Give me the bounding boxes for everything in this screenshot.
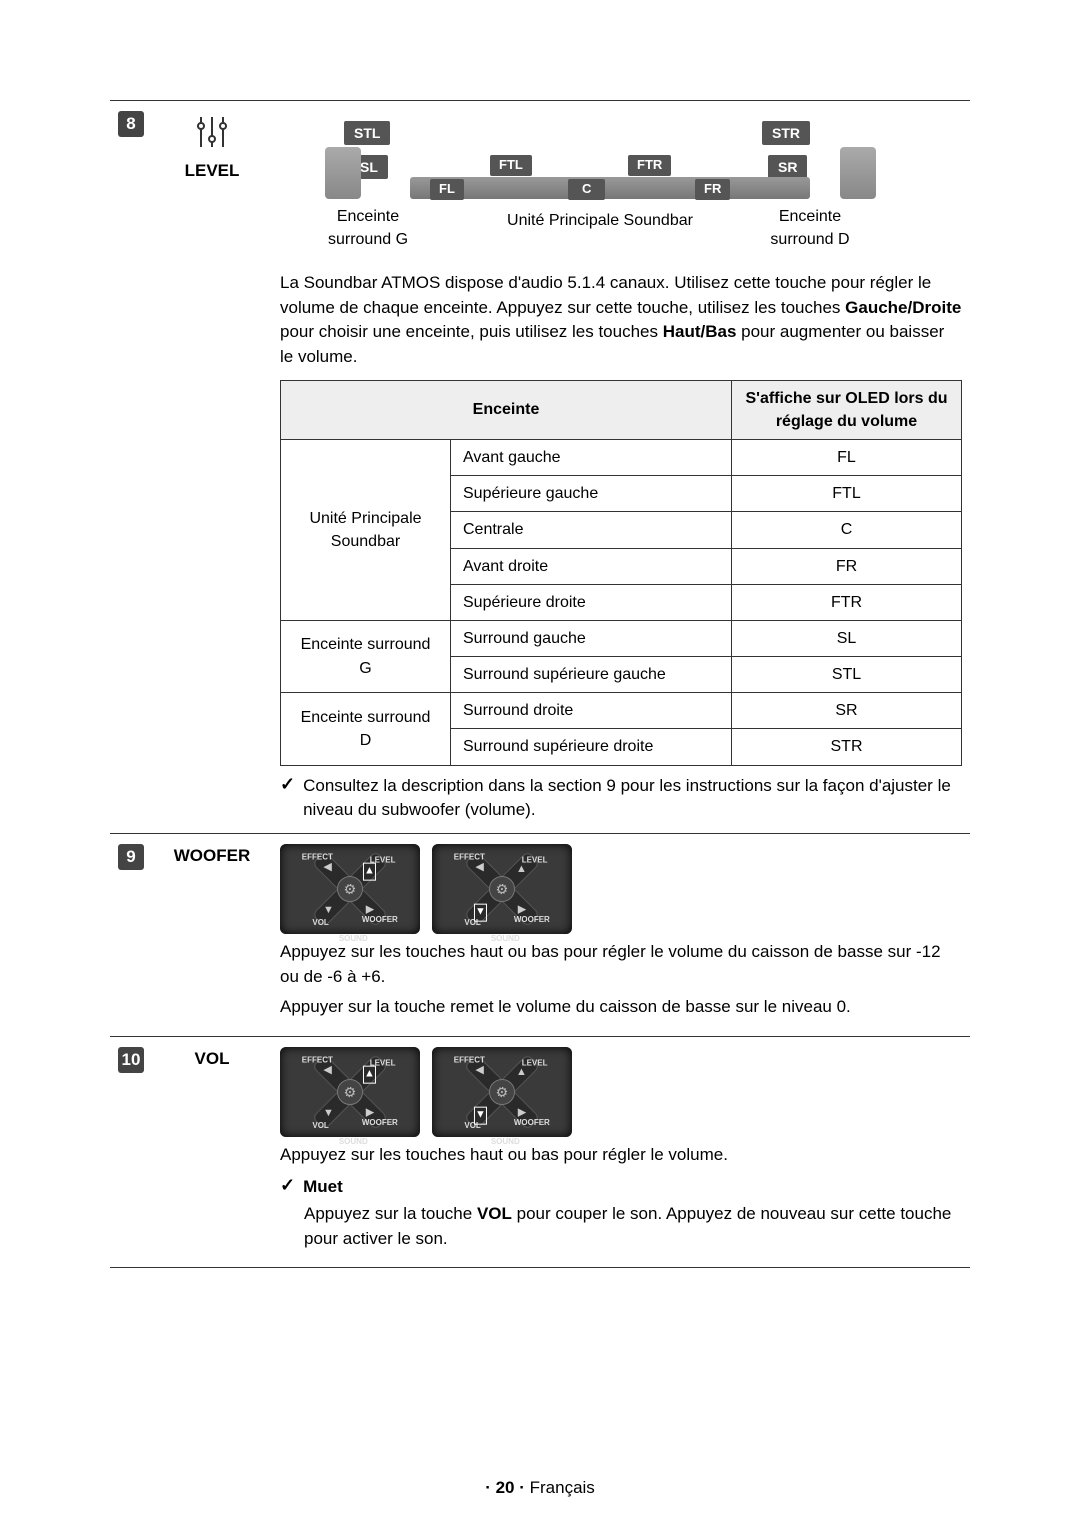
speaker-name-cell: Centrale bbox=[451, 512, 732, 548]
surround-left-shape bbox=[325, 147, 361, 199]
arrow-down-icon: ▼ bbox=[474, 904, 487, 922]
speaker-name-cell: Supérieure droite bbox=[451, 584, 732, 620]
oled-code-cell: FR bbox=[732, 548, 962, 584]
section-number-badge: 10 bbox=[118, 1047, 144, 1073]
arrow-right-icon: ▶ bbox=[366, 1105, 374, 1121]
label-str: STR bbox=[762, 121, 810, 145]
level-note: ✓ Consultez la description dans la secti… bbox=[280, 774, 962, 823]
oled-code-cell: FTR bbox=[732, 584, 962, 620]
arrow-down-icon: ▼ bbox=[474, 1106, 487, 1124]
check-icon: ✓ bbox=[280, 774, 295, 796]
dpad-row: ⚙ LEVEL EFFECT WOOFER VOL SOUND ▲ ▼ ◀ ▶ … bbox=[280, 1047, 962, 1137]
dpad-row: ⚙ LEVEL EFFECT WOOFER VOL SOUND ▲ ▼ ◀ ▶ … bbox=[280, 844, 962, 934]
label-fr: FR bbox=[695, 179, 730, 200]
speaker-name-cell: Surround gauche bbox=[451, 620, 732, 656]
speaker-name-cell: Avant gauche bbox=[451, 439, 732, 475]
speaker-name-cell: Surround supérieure gauche bbox=[451, 657, 732, 693]
caption-surround-g: Enceinte surround G bbox=[308, 205, 428, 251]
group-cell: Unité Principale Soundbar bbox=[281, 439, 451, 620]
remote-dpad: ⚙ LEVEL EFFECT WOOFER VOL SOUND ▲ ▼ ◀ ▶ bbox=[432, 844, 572, 934]
sliders-icon bbox=[191, 111, 233, 153]
arrow-left-icon: ◀ bbox=[475, 860, 483, 876]
label-stl: STL bbox=[344, 121, 390, 145]
arrow-left-icon: ◀ bbox=[323, 1063, 331, 1079]
arrow-left-icon: ◀ bbox=[475, 1063, 483, 1079]
label-ftr: FTR bbox=[628, 155, 671, 176]
label-ftl: FTL bbox=[490, 155, 532, 176]
section-woofer-row: 9 WOOFER ⚙ LEVEL EFFECT WOOFER VOL SOUND… bbox=[110, 833, 970, 1036]
section-label: VOL bbox=[160, 1047, 264, 1072]
caption-soundbar: Unité Principale Soundbar bbox=[480, 209, 720, 232]
arrow-right-icon: ▶ bbox=[366, 902, 374, 918]
arrow-down-icon: ▼ bbox=[323, 1106, 334, 1122]
label-fl: FL bbox=[430, 179, 464, 200]
speaker-table: Enceinte S'affiche sur OLED lors du régl… bbox=[280, 380, 962, 766]
section-vol-row: 10 VOL ⚙ LEVEL EFFECT WOOFER VOL SOUND ▲… bbox=[110, 1036, 970, 1268]
arrow-up-icon: ▲ bbox=[516, 862, 527, 878]
arrow-up-icon: ▲ bbox=[363, 1065, 376, 1083]
muet-line: ✓ Muet bbox=[280, 1175, 962, 1200]
th-enceinte: Enceinte bbox=[281, 380, 732, 439]
label-sr: SR bbox=[768, 155, 807, 179]
sections-table: 8 LEVEL STL SL bbox=[110, 100, 970, 1268]
section-label: WOOFER bbox=[160, 844, 264, 869]
woofer-text-1: Appuyez sur les touches haut ou bas pour… bbox=[280, 940, 962, 989]
soundbar-shape bbox=[410, 177, 810, 199]
muet-text: Appuyez sur la touche VOL pour couper le… bbox=[304, 1202, 962, 1251]
speaker-name-cell: Surround droite bbox=[451, 693, 732, 729]
oled-code-cell: FL bbox=[732, 439, 962, 475]
page-footer: · 20 · Français bbox=[110, 1478, 970, 1498]
group-cell: Enceinte surround G bbox=[281, 620, 451, 692]
label-c: C bbox=[568, 179, 605, 200]
remote-dpad: ⚙ LEVEL EFFECT WOOFER VOL SOUND ▲ ▼ ◀ ▶ bbox=[280, 844, 420, 934]
level-note-text: Consultez la description dans la section… bbox=[303, 774, 962, 823]
arrow-down-icon: ▼ bbox=[323, 903, 334, 919]
arrow-up-icon: ▲ bbox=[516, 1065, 527, 1081]
arrow-left-icon: ◀ bbox=[323, 860, 331, 876]
group-cell: Enceinte surround D bbox=[281, 693, 451, 765]
woofer-text-2: Appuyer sur la touche remet le volume du… bbox=[280, 995, 962, 1020]
oled-code-cell: C bbox=[732, 512, 962, 548]
oled-code-cell: SL bbox=[732, 620, 962, 656]
section-number-badge: 8 bbox=[118, 111, 144, 137]
table-row: Enceinte surround DSurround droiteSR bbox=[281, 693, 962, 729]
section-number-badge: 9 bbox=[118, 844, 144, 870]
oled-code-cell: FTL bbox=[732, 476, 962, 512]
oled-code-cell: STL bbox=[732, 657, 962, 693]
arrow-right-icon: ▶ bbox=[518, 902, 526, 918]
speaker-layout-diagram: STL SL STR SR FTL FTR FL C FR Enceinte s… bbox=[280, 117, 962, 227]
level-intro-paragraph: La Soundbar ATMOS dispose d'audio 5.1.4 … bbox=[280, 271, 962, 370]
surround-right-shape bbox=[840, 147, 876, 199]
arrow-up-icon: ▲ bbox=[363, 863, 376, 881]
section-level-row: 8 LEVEL STL SL bbox=[110, 101, 970, 834]
oled-code-cell: SR bbox=[732, 693, 962, 729]
section-label: LEVEL bbox=[160, 159, 264, 184]
speaker-name-cell: Surround supérieure droite bbox=[451, 729, 732, 765]
remote-dpad: ⚙ LEVEL EFFECT WOOFER VOL SOUND ▲ ▼ ◀ ▶ bbox=[280, 1047, 420, 1137]
table-row: Enceinte surround GSurround gaucheSL bbox=[281, 620, 962, 656]
table-row: Unité Principale SoundbarAvant gaucheFL bbox=[281, 439, 962, 475]
vol-text-1: Appuyez sur les touches haut ou bas pour… bbox=[280, 1143, 962, 1168]
manual-page: 8 LEVEL STL SL bbox=[0, 0, 1080, 1538]
speaker-name-cell: Supérieure gauche bbox=[451, 476, 732, 512]
caption-surround-d: Enceinte surround D bbox=[750, 205, 870, 251]
speaker-name-cell: Avant droite bbox=[451, 548, 732, 584]
remote-dpad: ⚙ LEVEL EFFECT WOOFER VOL SOUND ▲ ▼ ◀ ▶ bbox=[432, 1047, 572, 1137]
arrow-right-icon: ▶ bbox=[518, 1105, 526, 1121]
oled-code-cell: STR bbox=[732, 729, 962, 765]
th-oled: S'affiche sur OLED lors du réglage du vo… bbox=[732, 380, 962, 439]
muet-label: Muet bbox=[303, 1175, 343, 1200]
check-icon: ✓ bbox=[280, 1175, 295, 1197]
